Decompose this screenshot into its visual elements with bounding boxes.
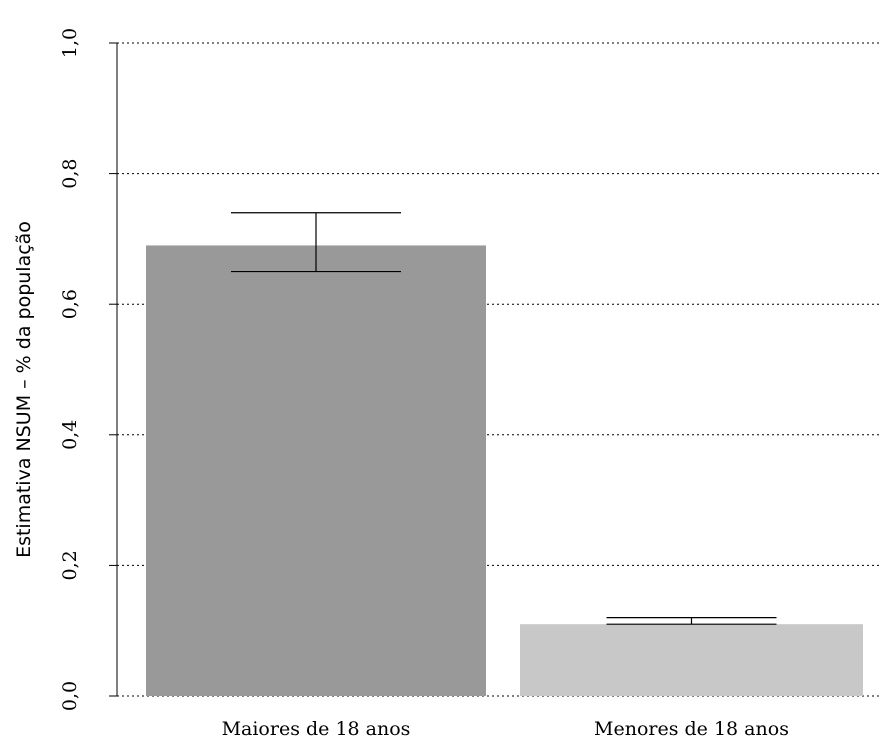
bars bbox=[146, 245, 863, 696]
x-axis-labels: Maiores de 18 anos Menores de 18 anos bbox=[222, 718, 789, 740]
y-tick-label-1: 0,2 bbox=[59, 550, 81, 580]
bar-1 bbox=[520, 624, 863, 696]
error-bar-1 bbox=[606, 617, 777, 625]
y-tick-label-3: 0,6 bbox=[59, 289, 81, 319]
x-category-label-1: Menores de 18 anos bbox=[594, 718, 789, 740]
error-bar-0 bbox=[231, 212, 401, 273]
x-category-label-0: Maiores de 18 anos bbox=[222, 718, 411, 740]
y-tick-label-4: 0,8 bbox=[59, 158, 81, 188]
y-axis-title: Estimativa NSUM – % da população bbox=[13, 221, 35, 558]
bar-0 bbox=[146, 245, 486, 696]
y-tick-label-2: 0,4 bbox=[59, 420, 81, 450]
error-bars bbox=[231, 212, 777, 625]
y-axis-ticks: 0,0 0,2 0,4 0,6 0,8 1,0 bbox=[59, 28, 117, 711]
y-tick-label-0: 0,0 bbox=[59, 681, 81, 711]
y-tick-label-5: 1,0 bbox=[59, 28, 81, 58]
